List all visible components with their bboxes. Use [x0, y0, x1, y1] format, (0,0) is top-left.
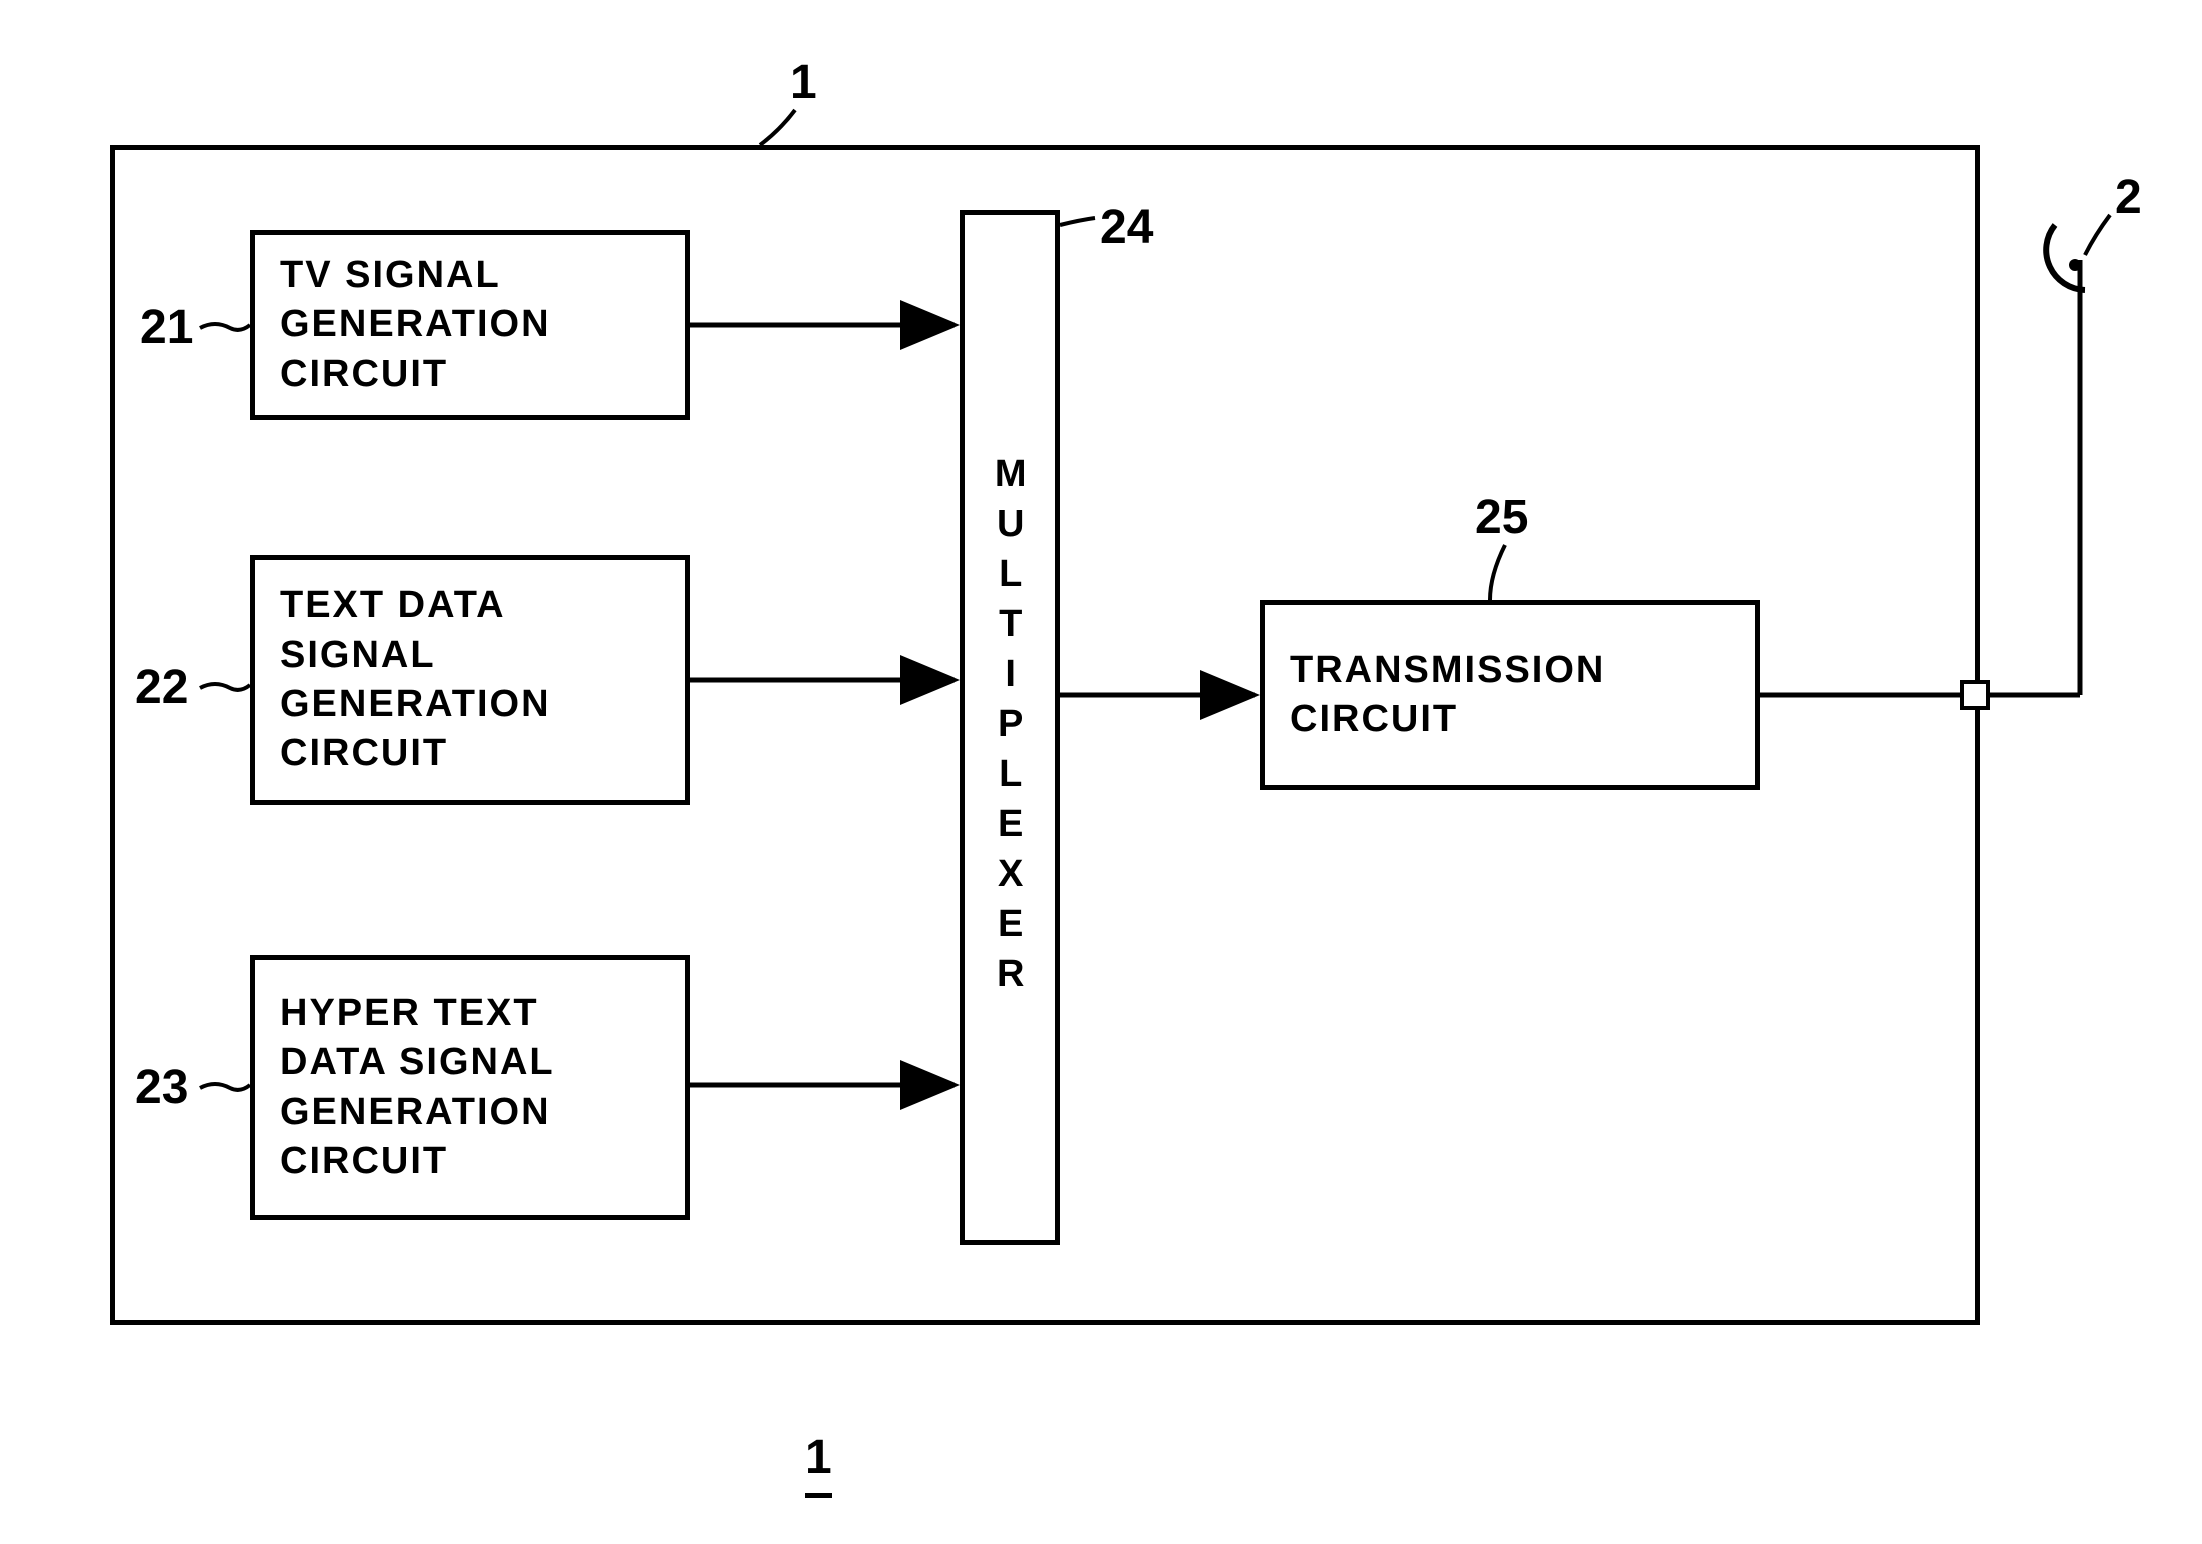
- transmission-text: TRANSMISSION CIRCUIT: [1290, 646, 1605, 745]
- label-21: 21: [140, 300, 193, 355]
- label-25: 25: [1475, 490, 1528, 545]
- circuit-diagram: 1 2 1 TV SIGNAL GENERATION CIRCUIT 21 TE…: [0, 0, 2202, 1544]
- label-22: 22: [135, 660, 188, 715]
- output-junction: [1960, 680, 1990, 710]
- multiplexer-box: MULTIPLEXER: [960, 210, 1060, 1245]
- label-2-antenna: 2: [2115, 170, 2142, 225]
- text-data-text: TEXT DATA SIGNAL GENERATION CIRCUIT: [280, 581, 551, 779]
- label-24: 24: [1100, 200, 1153, 255]
- tv-signal-text: TV SIGNAL GENERATION CIRCUIT: [280, 251, 551, 399]
- multiplexer-text: MULTIPLEXER: [965, 215, 1055, 1240]
- hyper-text-box: HYPER TEXT DATA SIGNAL GENERATION CIRCUI…: [250, 955, 690, 1220]
- label-1-bottom: 1: [805, 1430, 832, 1498]
- text-data-box: TEXT DATA SIGNAL GENERATION CIRCUIT: [250, 555, 690, 805]
- tv-signal-box: TV SIGNAL GENERATION CIRCUIT: [250, 230, 690, 420]
- hyper-text-text: HYPER TEXT DATA SIGNAL GENERATION CIRCUI…: [280, 989, 555, 1187]
- label-1-top: 1: [790, 55, 817, 110]
- label-23: 23: [135, 1060, 188, 1115]
- transmission-box: TRANSMISSION CIRCUIT: [1260, 600, 1760, 790]
